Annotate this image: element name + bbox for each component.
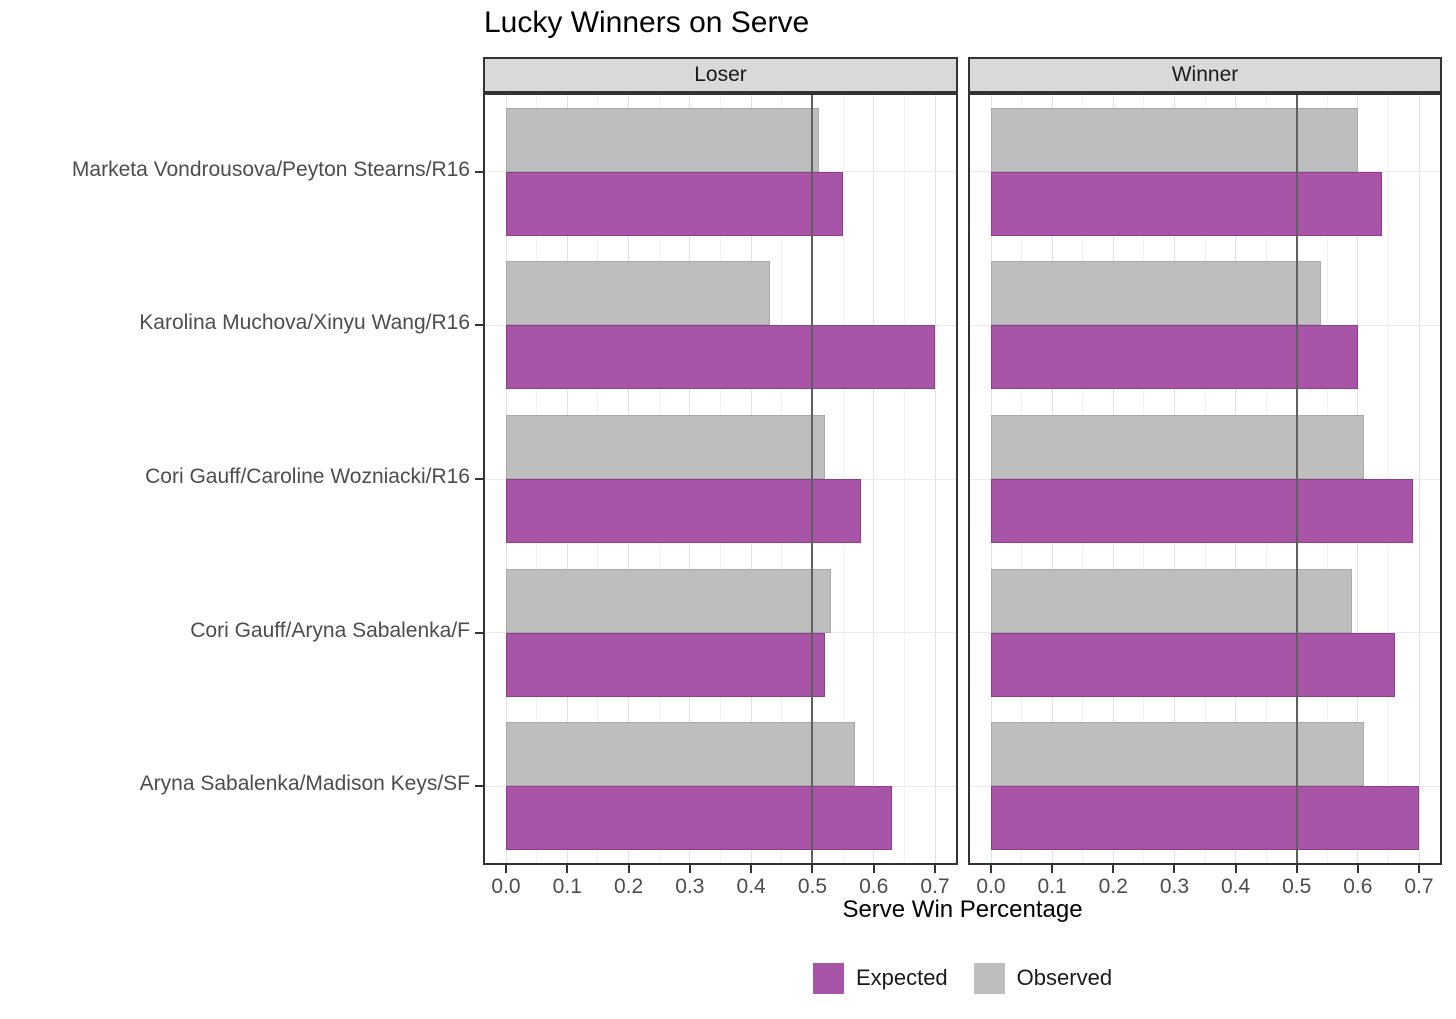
bar-observed (991, 107, 1358, 172)
bar-expected (506, 171, 844, 236)
y-tick-mark (475, 478, 483, 480)
bar-expected (991, 325, 1358, 390)
x-tick-label: 0.4 (1220, 875, 1251, 898)
bar-expected (991, 786, 1419, 851)
panel-loser (483, 93, 958, 865)
facet-strip-winner-label: Winner (1171, 63, 1239, 86)
bar-observed (506, 568, 831, 633)
bar-observed (506, 722, 856, 787)
x-tick-mark (1418, 865, 1420, 873)
bar-observed (506, 415, 825, 479)
bar-expected (991, 479, 1413, 543)
x-tick-mark (1295, 865, 1298, 873)
y-axis: Marketa Vondrousova/Peyton Stearns/R16 Ka… (0, 93, 470, 865)
x-tick-label: 0.0 (976, 875, 1006, 898)
legend-item-observed: Observed (973, 962, 1113, 994)
x-tick-label: 0.7 (920, 875, 950, 898)
facet-strip-loser: Loser (483, 57, 958, 93)
bar-observed (991, 261, 1322, 326)
x-tick-label: 0.1 (552, 875, 582, 898)
y-tick-mark (475, 170, 483, 173)
reference-line (1295, 95, 1298, 863)
x-tick-mark (627, 865, 630, 873)
legend-item-expected: Expected (812, 962, 948, 994)
y-category-label: Cori Gauff/Aryna Sabalenka/F (190, 618, 470, 642)
x-tick-label: 0.6 (859, 875, 889, 898)
x-tick-mark (750, 865, 753, 873)
x-tick-mark (1173, 865, 1176, 873)
x-tick-mark (1112, 865, 1115, 873)
bar-expected (506, 786, 893, 851)
x-tick-mark (872, 865, 875, 873)
bar-expected (991, 632, 1395, 697)
x-tick-label: 0.3 (1159, 875, 1190, 898)
x-tick-mark (688, 865, 691, 873)
bar-expected (991, 171, 1383, 236)
reference-line (811, 95, 814, 863)
bar-observed (991, 415, 1364, 479)
bar-observed (991, 722, 1364, 787)
legend-label-expected: Expected (855, 965, 948, 990)
x-tick-label: 0.4 (736, 875, 766, 898)
x-tick-label: 0.5 (1282, 875, 1312, 898)
bar-expected (506, 632, 825, 697)
observed-swatch (973, 962, 1005, 994)
x-tick-label: 0.3 (675, 875, 705, 898)
x-tick-label: 0.2 (1098, 875, 1128, 898)
bar-expected (506, 479, 862, 543)
panel-winner (968, 93, 1442, 865)
y-tick-mark (475, 631, 483, 634)
x-tick-label: 0.5 (797, 875, 828, 898)
chart-title: Lucky Winners on Serve (484, 6, 810, 39)
x-tick-label: 0.2 (613, 875, 644, 898)
y-category-label: Marketa Vondrousova/Peyton Stearns/R16 (71, 157, 470, 181)
bar-observed (506, 107, 819, 172)
y-tick-mark (475, 324, 483, 327)
x-tick-mark (811, 865, 814, 873)
x-tick-mark (1234, 865, 1237, 873)
x-axis-winner: 0.0 0.1 0.2 0.3 0.4 0.5 0.6 0.7 (968, 865, 1442, 907)
x-axis-title-wrap: Serve Win Percentage (483, 896, 1442, 924)
x-tick-label: 0.7 (1404, 875, 1434, 898)
x-tick-mark (990, 865, 992, 873)
x-axis-title: Serve Win Percentage (842, 896, 1083, 923)
expected-swatch (812, 962, 844, 994)
bar-expected (506, 325, 935, 390)
x-tick-mark (1051, 865, 1054, 873)
x-tick-mark (1356, 865, 1359, 873)
x-tick-mark (505, 865, 507, 873)
bar-observed (991, 568, 1352, 633)
x-tick-mark (934, 865, 936, 873)
facet-strip-loser-label: Loser (694, 63, 747, 86)
y-category-label: Aryna Sabalenka/Madison Keys/SF (139, 772, 470, 796)
x-tick-mark (566, 865, 569, 873)
y-category-label: Karolina Muchova/Xinyu Wang/R16 (139, 311, 470, 335)
x-tick-label: 0.6 (1343, 875, 1373, 898)
y-category-label: Cori Gauff/Caroline Wozniacki/R16 (145, 465, 470, 488)
bar-observed (506, 261, 770, 326)
legend-label-observed: Observed (1016, 965, 1113, 990)
facet-strip-winner: Winner (968, 57, 1442, 93)
x-tick-label: 0.1 (1037, 875, 1067, 898)
x-axis-loser: 0.0 0.1 0.2 0.3 0.4 0.5 0.6 0.7 (483, 865, 958, 907)
legend: Expected Observed (483, 956, 1442, 1000)
y-tick-mark (475, 785, 483, 788)
x-tick-label: 0.0 (491, 875, 521, 898)
